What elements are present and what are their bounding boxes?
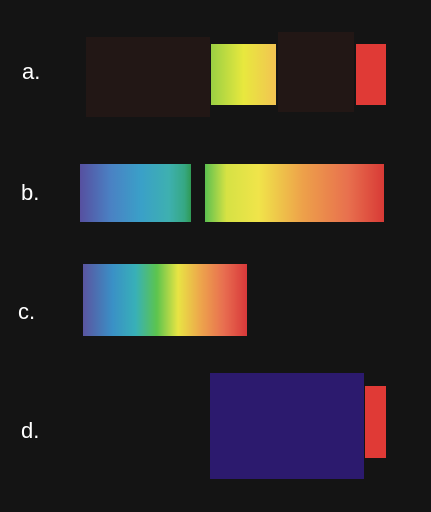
- row-a-yellow-gradient-block: [211, 44, 276, 105]
- row-d-navy-block: [210, 373, 364, 479]
- row-label-a: a.: [22, 59, 41, 84]
- row-label-b: b.: [21, 180, 40, 205]
- row-label-d: d.: [21, 418, 40, 443]
- row-a-red-block: [356, 44, 386, 105]
- row-a-dark-block-right: [278, 32, 354, 112]
- row-label-c: c.: [18, 299, 36, 324]
- row-a-dark-block-left: [86, 37, 210, 117]
- row-b-warm-gradient-block: [205, 164, 384, 222]
- row-b-blue-gradient-block: [80, 164, 191, 222]
- row-c-spectrum-block: [83, 264, 247, 336]
- row-d-red-block: [365, 386, 386, 458]
